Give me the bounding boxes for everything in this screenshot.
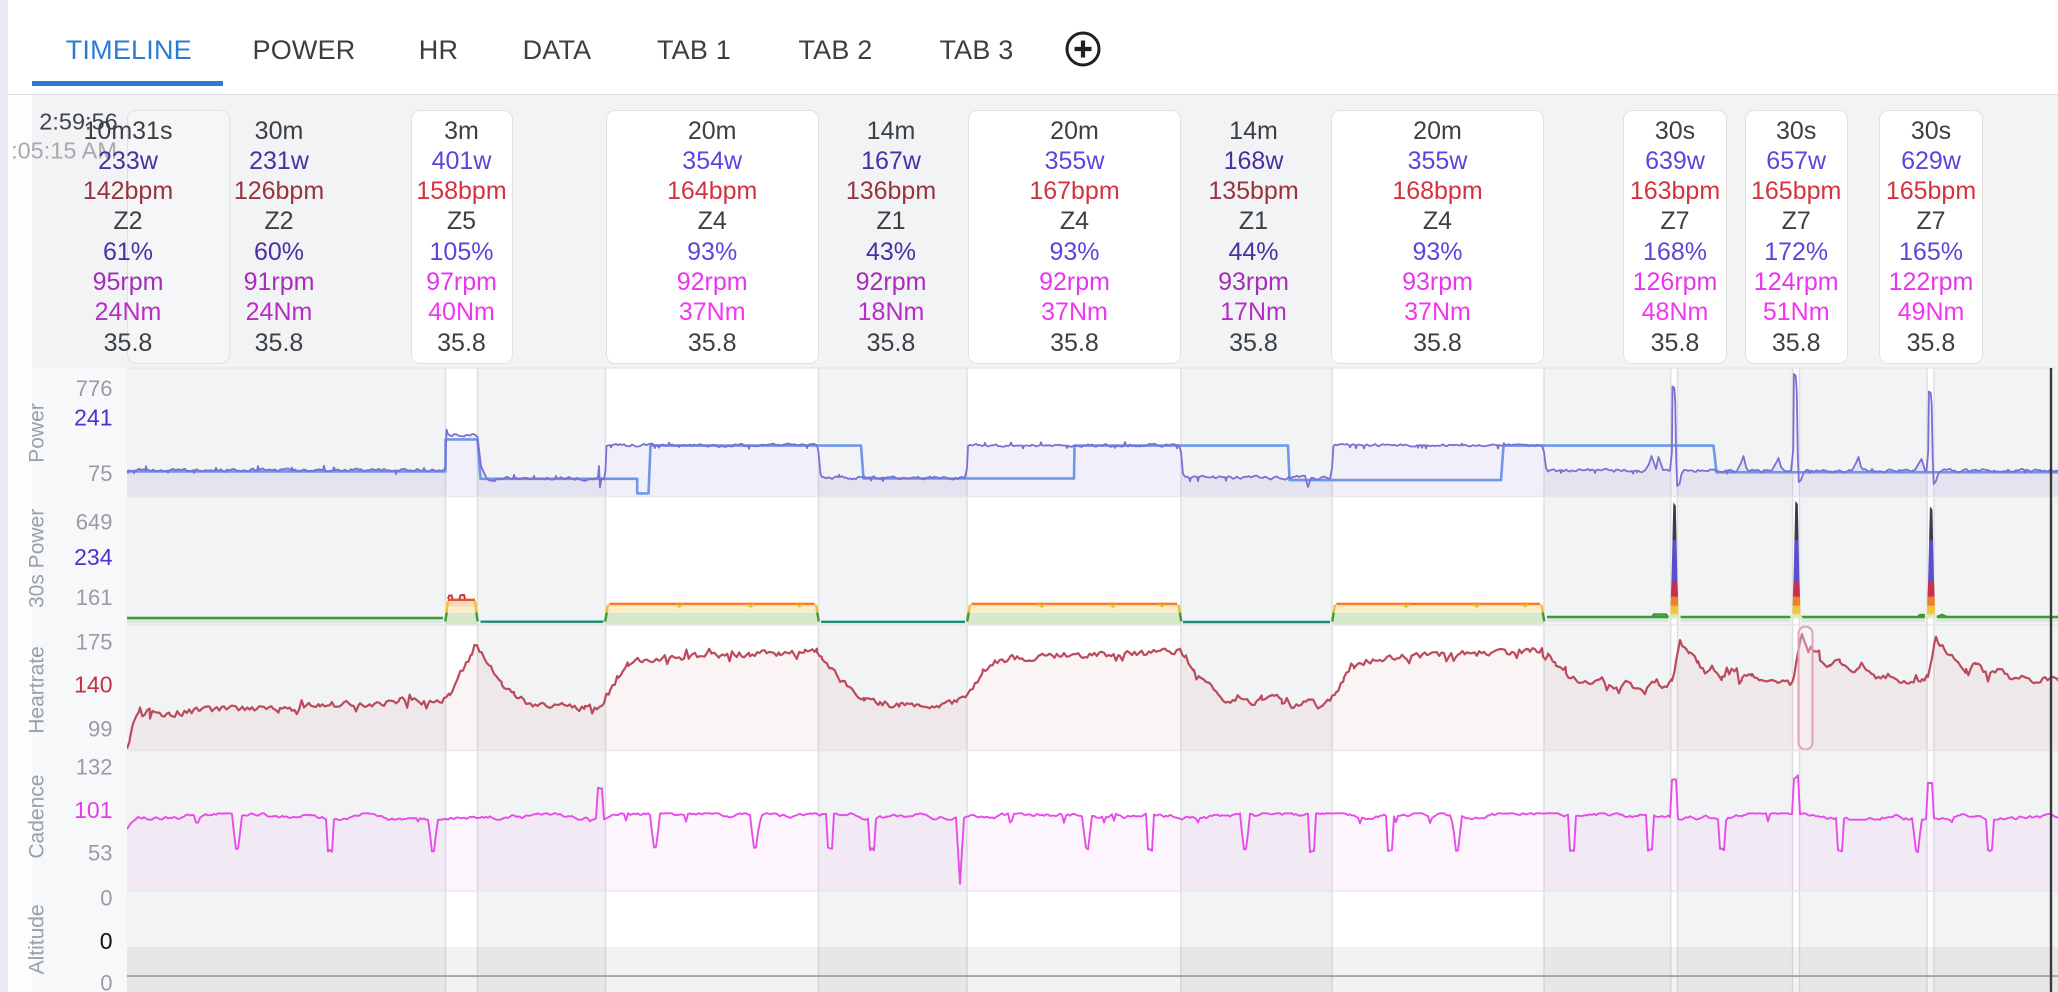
svg-text:649: 649 bbox=[76, 509, 113, 534]
svg-text::05:15 AM: :05:15 AM bbox=[11, 138, 117, 164]
svg-text:175: 175 bbox=[76, 629, 113, 654]
svg-text:776: 776 bbox=[76, 376, 113, 401]
svg-text:161: 161 bbox=[76, 585, 113, 610]
svg-text:234: 234 bbox=[74, 544, 113, 570]
svg-text:0: 0 bbox=[100, 885, 112, 910]
svg-text:0: 0 bbox=[100, 928, 113, 954]
svg-text:53: 53 bbox=[88, 841, 112, 866]
svg-text:Altitude: Altitude bbox=[26, 904, 49, 974]
svg-text:75: 75 bbox=[88, 461, 112, 486]
svg-text:30s Power: 30s Power bbox=[26, 509, 49, 608]
svg-text:99: 99 bbox=[88, 717, 112, 742]
svg-text:2:59:56: 2:59:56 bbox=[39, 109, 117, 135]
svg-text:Heartrate: Heartrate bbox=[26, 646, 49, 734]
svg-text:241: 241 bbox=[74, 405, 112, 431]
svg-text:0: 0 bbox=[100, 970, 112, 992]
svg-text:132: 132 bbox=[76, 755, 113, 780]
svg-text:Cadence: Cadence bbox=[26, 775, 49, 859]
svg-text:101: 101 bbox=[74, 797, 112, 823]
svg-text:140: 140 bbox=[74, 672, 112, 698]
svg-text:Power: Power bbox=[26, 403, 49, 463]
